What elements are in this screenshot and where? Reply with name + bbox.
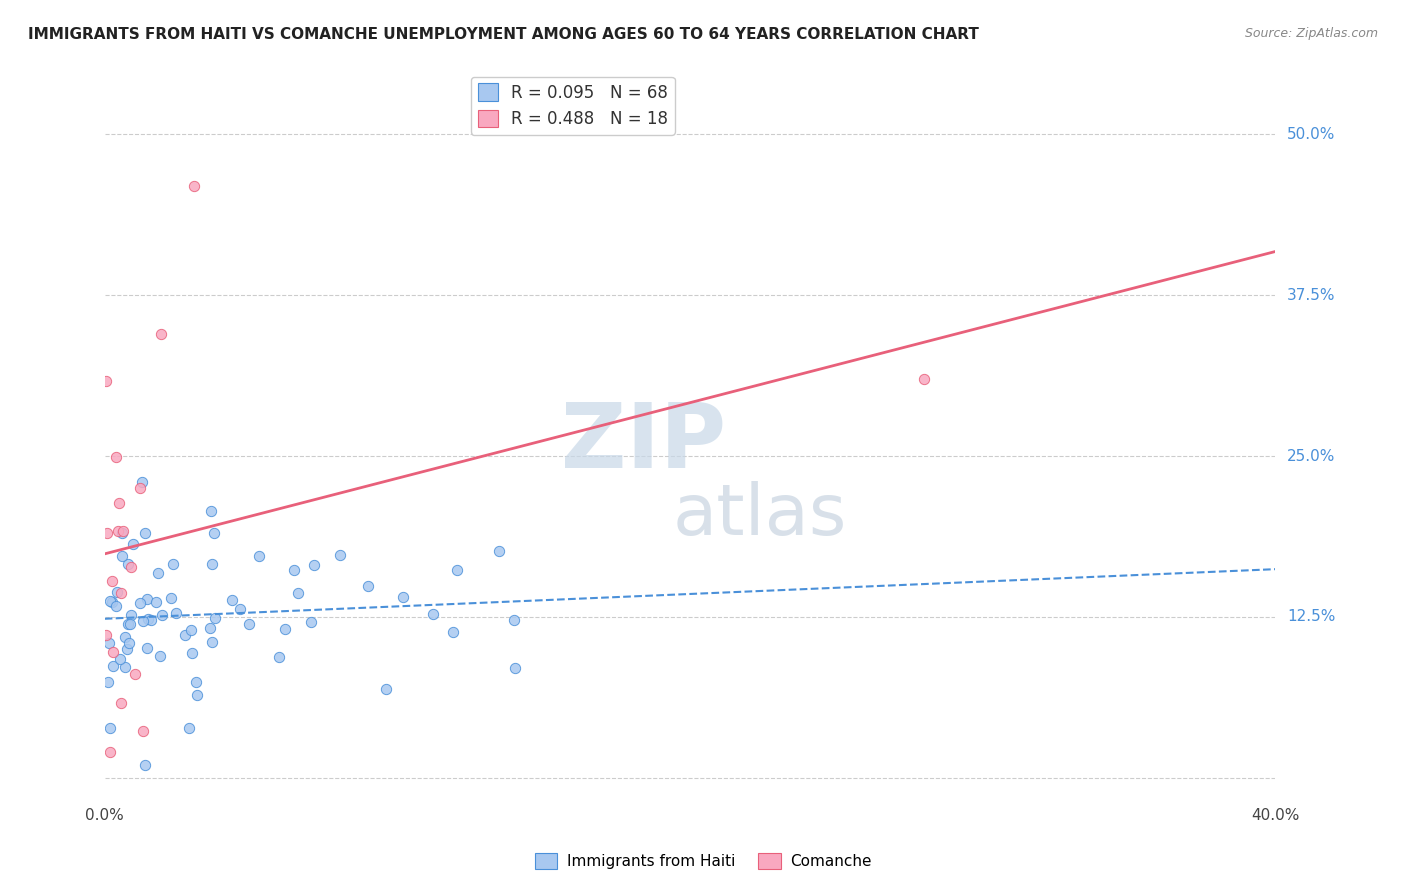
Point (183, 178, 205, 193)
Point (247, 549, 270, 563)
Point (283, 563, 305, 577)
Point (200, 503, 222, 517)
Point (98, 594, 121, 608)
Point (136, 641, 159, 656)
Point (150, 607, 173, 622)
Point (202, 526, 225, 541)
Point (138, 611, 160, 625)
Point (104, 599, 127, 613)
Point (145, 594, 167, 608)
Point (104, 450, 127, 464)
Point (186, 689, 208, 703)
Point (441, 625, 464, 640)
Point (98, 721, 121, 735)
Point (269, 650, 291, 665)
Point (392, 590, 415, 604)
Point (117, 616, 139, 631)
Point (131, 475, 153, 489)
Point (114, 659, 136, 673)
Point (129, 481, 152, 495)
Legend: R = 0.095   N = 68, R = 0.488   N = 18: R = 0.095 N = 68, R = 0.488 N = 18 (471, 77, 675, 135)
Point (221, 593, 243, 607)
Point (149, 327, 172, 342)
Point (134, 526, 156, 541)
Point (98, 745, 121, 759)
Point (136, 591, 159, 606)
Point (422, 607, 444, 621)
Point (111, 524, 134, 539)
Point (446, 563, 468, 577)
Point (110, 585, 132, 599)
Point (132, 614, 155, 628)
Point (97, 635, 120, 649)
Point (100, 595, 122, 609)
Point (120, 616, 142, 631)
Point (329, 548, 352, 562)
Point (180, 646, 202, 660)
Point (502, 613, 524, 627)
Point (115, 641, 138, 656)
Point (302, 558, 325, 573)
Point (128, 596, 150, 610)
Point (146, 566, 169, 580)
Text: Source: ZipAtlas.com: Source: ZipAtlas.com (1244, 27, 1378, 40)
Point (274, 622, 297, 636)
Point (105, 584, 128, 599)
Point (111, 525, 134, 540)
Point (117, 636, 139, 650)
Point (287, 586, 309, 600)
Point (357, 579, 380, 593)
Point (132, 724, 155, 739)
Legend: Immigrants from Haiti, Comanche: Immigrants from Haiti, Comanche (529, 847, 877, 875)
Point (120, 559, 142, 574)
Point (96, 526, 118, 541)
Point (204, 610, 226, 624)
Point (110, 696, 132, 710)
Point (503, 661, 526, 675)
Point (101, 658, 124, 673)
Point (238, 617, 260, 632)
Point (120, 607, 142, 622)
Point (134, 758, 156, 772)
Point (97, 675, 120, 690)
Point (160, 591, 183, 605)
Point (162, 557, 184, 571)
Point (117, 557, 139, 571)
Point (186, 674, 208, 689)
Text: 50.0%: 50.0% (1286, 127, 1336, 142)
Point (111, 549, 134, 564)
Point (114, 630, 136, 644)
Point (124, 666, 146, 681)
Point (200, 557, 222, 571)
Point (180, 623, 202, 637)
Point (121, 537, 143, 551)
Point (488, 543, 510, 558)
Point (107, 496, 129, 510)
Point (101, 574, 124, 588)
Point (108, 652, 131, 666)
Text: IMMIGRANTS FROM HAITI VS COMANCHE UNEMPLOYMENT AMONG AGES 60 TO 64 YEARS CORRELA: IMMIGRANTS FROM HAITI VS COMANCHE UNEMPL… (28, 27, 979, 42)
Point (107, 524, 129, 539)
Point (201, 635, 224, 649)
Text: ZIP: ZIP (561, 400, 725, 487)
Text: 12.5%: 12.5% (1286, 609, 1336, 624)
Point (912, 372, 935, 386)
Point (96, 628, 118, 642)
Point (101, 645, 124, 659)
Point (198, 621, 221, 635)
Point (374, 681, 396, 696)
Point (149, 648, 172, 663)
Point (165, 606, 187, 620)
Point (228, 602, 250, 616)
Text: atlas: atlas (673, 481, 848, 549)
Point (139, 613, 162, 627)
Point (179, 721, 201, 735)
Point (96, 374, 118, 388)
Text: 37.5%: 37.5% (1286, 288, 1336, 302)
Text: 25.0%: 25.0% (1286, 449, 1336, 464)
Point (173, 628, 195, 642)
Point (299, 615, 322, 629)
